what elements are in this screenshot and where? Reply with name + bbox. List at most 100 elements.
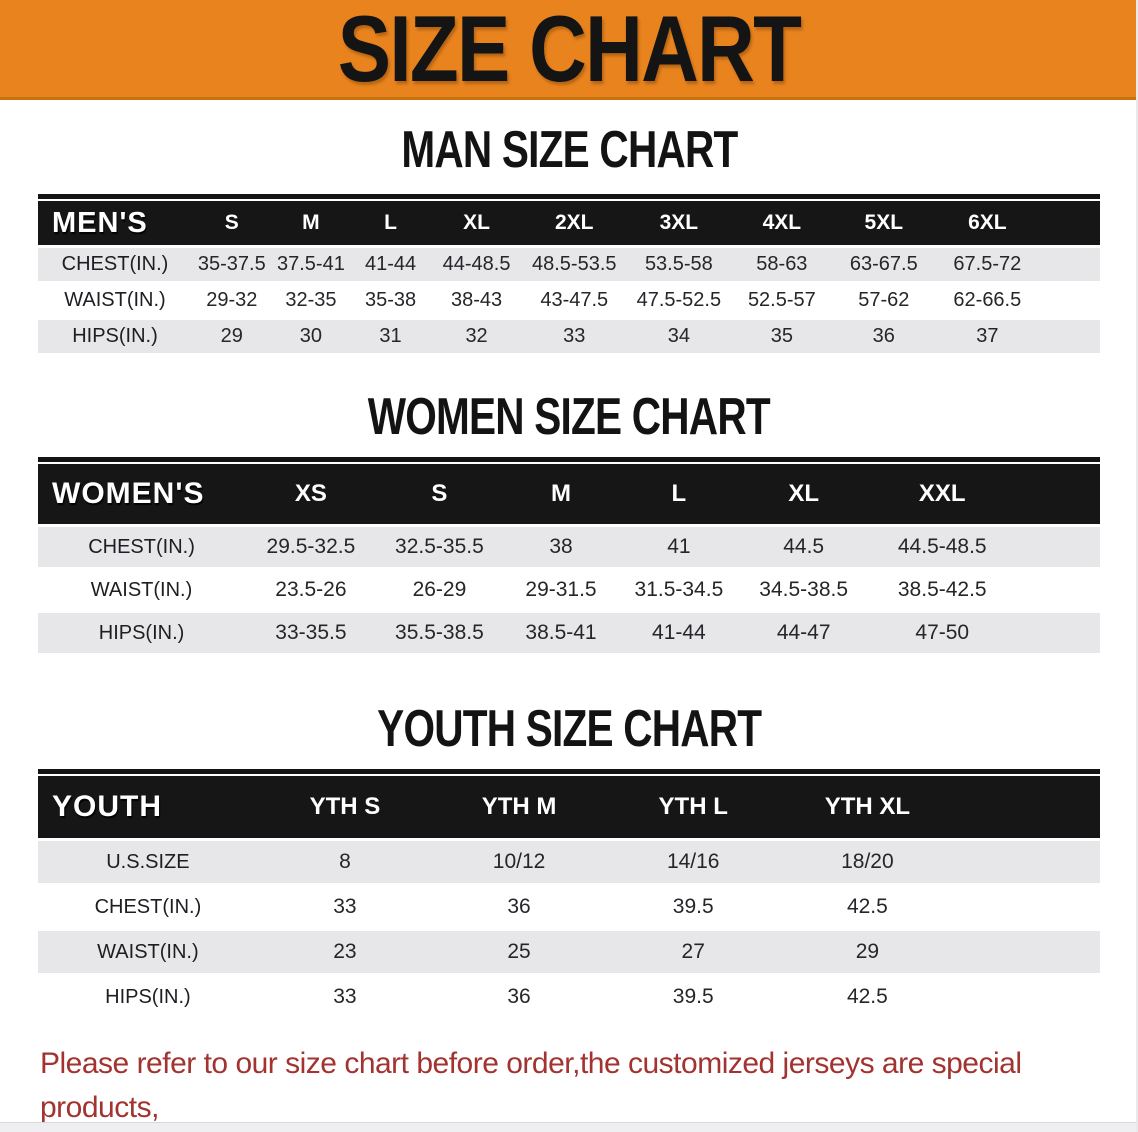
size-column-header: YTH M [481, 793, 557, 820]
size-column-header: M [302, 211, 320, 234]
size-column-header: S [431, 480, 448, 507]
size-value: 31 [379, 325, 402, 347]
size-column-header: XXL [918, 480, 966, 507]
size-value: 29.5-32.5 [266, 535, 356, 558]
youth-table-header-row: YOUTH YTH S YTH M YTH L YTH XL [38, 776, 1100, 838]
banner: SIZE CHART [0, 0, 1138, 100]
women-table-title: WOMEN'S [52, 477, 205, 510]
size-column-header: YTH S [309, 793, 381, 820]
size-value: 38-43 [450, 289, 503, 311]
size-value: 35-38 [364, 289, 417, 311]
measurement-label: HIPS(IN.) [98, 621, 185, 644]
size-value: 41-44 [652, 621, 706, 644]
measurement-label: CHEST(IN.) [61, 253, 169, 275]
size-value: 33 [563, 325, 586, 347]
size-value: 41 [667, 535, 691, 558]
disclaimer-line-1: Please refer to our size chart before or… [40, 1047, 1022, 1124]
women-section-heading-text: WOMEN SIZE CHART [367, 388, 771, 446]
measurement-label: CHEST(IN.) [94, 895, 202, 918]
size-value: 44-47 [776, 621, 831, 644]
size-value: 32 [465, 325, 488, 347]
size-value: 41-44 [364, 253, 417, 275]
size-value: 25 [507, 940, 531, 963]
size-value: 33-35.5 [275, 621, 347, 644]
men-section-heading: MAN SIZE CHART [0, 120, 1138, 179]
size-value: 44.5-48.5 [897, 535, 987, 558]
size-value: 18/20 [841, 850, 894, 873]
size-value: 36 [507, 895, 531, 918]
women-row-hips-in: HIPS(IN.) 33-35.5 35.5-38.5 38.5-41 41-44 44-… [38, 613, 1100, 653]
size-column-header: 4XL [762, 211, 802, 234]
size-column-header: 2XL [555, 211, 594, 234]
women-row-chest-in: CHEST(IN.) 29.5-32.5 32.5-35.5 38 41 44.5 44.5… [38, 527, 1100, 567]
size-value: 27 [681, 940, 705, 963]
youth-section-heading-text: YOUTH SIZE CHART [376, 700, 762, 758]
size-value: 47-50 [915, 621, 970, 644]
bottom-strip [0, 1122, 1138, 1132]
size-value: 32.5-35.5 [395, 535, 484, 558]
youth-row-hips-in: HIPS(IN.) 33 36 39.5 42.5 [38, 976, 1100, 1018]
size-column-header: 5XL [864, 211, 904, 234]
size-value: 48.5-53.5 [532, 253, 617, 275]
size-value: 10/12 [492, 850, 546, 873]
women-row-waist-in: WAIST(IN.) 23.5-26 26-29 29-31.5 31.5-34.5 34… [38, 570, 1100, 610]
size-column-header: 3XL [659, 211, 699, 234]
youth-row-waist-in: WAIST(IN.) 23 25 27 29 [38, 931, 1100, 973]
size-value: 32-35 [285, 289, 337, 311]
size-value: 33 [333, 985, 357, 1008]
size-value: 23 [333, 940, 357, 963]
size-value: 38 [549, 535, 573, 558]
measurement-label: HIPS(IN.) [105, 985, 191, 1008]
measurement-label: CHEST(IN.) [88, 535, 195, 558]
size-value: 42.5 [846, 895, 888, 918]
size-value: 33 [333, 895, 357, 918]
size-value: 52.5-57 [747, 289, 816, 311]
men-table-title: MEN'S [52, 206, 148, 239]
size-column-header: YTH L [658, 793, 728, 820]
size-column-header: L [384, 211, 397, 234]
measurement-label: WAIST(IN.) [64, 289, 166, 311]
size-value: 29-31.5 [525, 578, 597, 601]
measurement-label: WAIST(IN.) [90, 578, 193, 601]
size-value: 58-63 [756, 253, 808, 275]
size-value: 30 [299, 325, 323, 347]
size-value: 43-47.5 [540, 289, 609, 311]
size-value: 36 [872, 325, 895, 347]
size-column-header: XL [788, 480, 819, 507]
size-value: 36 [507, 985, 531, 1008]
size-value: 37 [976, 325, 999, 347]
size-value: 47.5-52.5 [636, 289, 722, 311]
men-section-heading-text: MAN SIZE CHART [400, 121, 738, 179]
measurement-label: WAIST(IN.) [97, 940, 199, 963]
size-value: 23.5-26 [275, 578, 347, 601]
size-value: 38.5-42.5 [897, 578, 987, 601]
measurement-label: U.S.SIZE [106, 850, 190, 873]
size-column-header: XL [463, 211, 490, 234]
size-column-header: XS [294, 480, 327, 507]
size-value: 44-48.5 [442, 253, 511, 275]
size-value: 35-37.5 [197, 253, 266, 275]
size-value: 63-67.5 [849, 253, 918, 275]
size-value: 39.5 [672, 895, 714, 918]
women-size-table: WOMEN'S XS S M L XL XXL CHEST(IN.) 29.5-32.5 32.5… [38, 457, 1100, 653]
size-value: 35 [770, 325, 793, 347]
disclaimer-text: Please refer to our size chart before or… [0, 1042, 1138, 1132]
size-value: 38.5-41 [525, 621, 597, 644]
size-column-header: 6XL [968, 211, 1007, 234]
size-column-header: YTH XL [824, 793, 911, 820]
size-column-header: L [671, 480, 687, 507]
men-row-chest-in: CHEST(IN.) 35-37.5 37.5-41 41-44 44-48.5 48.5… [38, 248, 1100, 281]
size-value: 34.5-38.5 [759, 578, 849, 601]
youth-size-table: YOUTH YTH S YTH M YTH L YTH XL U.S.SIZE 8 10/12… [38, 769, 1100, 1018]
youth-row-u-s-size: U.S.SIZE 8 10/12 14/16 18/20 [38, 841, 1100, 883]
page-title: SIZE CHART [337, 0, 802, 101]
size-column-header: S [224, 211, 239, 234]
men-row-hips-in: HIPS(IN.) 29 30 31 32 33 34 35 36 37 [38, 320, 1100, 353]
size-value: 29-32 [206, 289, 258, 311]
size-value: 26-29 [412, 578, 467, 601]
size-value: 31.5-34.5 [634, 578, 724, 601]
size-value: 35.5-38.5 [395, 621, 484, 644]
youth-table-title: YOUTH [52, 790, 162, 823]
men-row-waist-in: WAIST(IN.) 29-32 32-35 35-38 38-43 43-47.5 47.… [38, 284, 1100, 317]
men-table-header-row: MEN'S S M L XL 2XL 3XL 4XL 5XL 6XL [38, 201, 1100, 245]
